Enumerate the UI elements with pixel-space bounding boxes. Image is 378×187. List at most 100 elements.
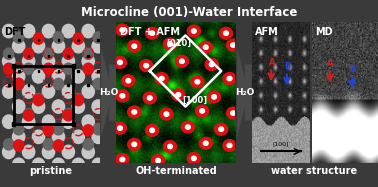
Circle shape xyxy=(72,158,84,171)
Bar xyxy=(12,64,15,68)
Text: AFM: AFM xyxy=(255,27,279,37)
Circle shape xyxy=(199,137,212,149)
Circle shape xyxy=(43,139,54,150)
Circle shape xyxy=(102,115,114,128)
Circle shape xyxy=(52,130,65,143)
Polygon shape xyxy=(237,48,252,137)
Circle shape xyxy=(73,33,84,44)
Bar xyxy=(87,55,89,57)
Polygon shape xyxy=(101,48,116,137)
Circle shape xyxy=(72,39,84,53)
Circle shape xyxy=(53,32,64,43)
Circle shape xyxy=(113,122,127,134)
Circle shape xyxy=(195,105,209,117)
Circle shape xyxy=(176,93,181,97)
Text: water structure: water structure xyxy=(271,166,358,176)
Bar xyxy=(97,70,99,72)
Circle shape xyxy=(62,115,74,128)
Circle shape xyxy=(205,59,218,70)
Circle shape xyxy=(42,55,55,68)
Circle shape xyxy=(43,48,54,59)
Circle shape xyxy=(63,108,74,120)
Circle shape xyxy=(181,121,194,133)
Text: [100]: [100] xyxy=(182,96,207,105)
Circle shape xyxy=(53,124,64,135)
Circle shape xyxy=(62,24,74,38)
Circle shape xyxy=(195,80,200,84)
Bar xyxy=(48,55,50,57)
Circle shape xyxy=(223,73,236,85)
Circle shape xyxy=(73,94,84,106)
Bar xyxy=(77,70,79,72)
Circle shape xyxy=(132,44,137,48)
Circle shape xyxy=(82,24,94,38)
Circle shape xyxy=(73,94,84,105)
Circle shape xyxy=(215,123,228,135)
Bar xyxy=(18,39,20,41)
Circle shape xyxy=(199,41,212,53)
Circle shape xyxy=(118,126,122,130)
Circle shape xyxy=(33,130,45,143)
Bar xyxy=(8,84,9,86)
Circle shape xyxy=(180,59,184,63)
Circle shape xyxy=(33,70,45,83)
Circle shape xyxy=(203,45,208,49)
Circle shape xyxy=(33,94,44,106)
Bar xyxy=(8,55,9,57)
Circle shape xyxy=(42,85,55,98)
Circle shape xyxy=(139,60,153,72)
Circle shape xyxy=(92,39,104,53)
Circle shape xyxy=(22,85,35,98)
Bar xyxy=(57,39,59,41)
Circle shape xyxy=(63,48,74,59)
Circle shape xyxy=(52,158,65,171)
Circle shape xyxy=(42,145,55,159)
Circle shape xyxy=(62,85,74,98)
Circle shape xyxy=(14,78,24,90)
Circle shape xyxy=(122,75,135,87)
Circle shape xyxy=(83,48,93,59)
Circle shape xyxy=(14,124,24,135)
Circle shape xyxy=(167,42,172,46)
Circle shape xyxy=(126,79,131,83)
Circle shape xyxy=(155,73,168,85)
Circle shape xyxy=(163,38,177,50)
Circle shape xyxy=(102,145,114,159)
Bar xyxy=(67,84,69,86)
Circle shape xyxy=(14,78,24,90)
Circle shape xyxy=(102,24,114,38)
Circle shape xyxy=(82,55,94,68)
Circle shape xyxy=(160,108,173,120)
Circle shape xyxy=(143,92,156,104)
Circle shape xyxy=(128,138,141,150)
Circle shape xyxy=(62,55,74,68)
Bar xyxy=(48,84,50,86)
Circle shape xyxy=(83,139,93,150)
Text: A: A xyxy=(269,58,276,67)
Circle shape xyxy=(12,130,25,143)
Circle shape xyxy=(3,139,14,150)
Circle shape xyxy=(63,110,74,121)
Circle shape xyxy=(72,100,84,113)
Text: A: A xyxy=(327,59,333,68)
Circle shape xyxy=(93,124,103,135)
Text: B: B xyxy=(349,65,355,73)
Circle shape xyxy=(209,62,214,67)
Circle shape xyxy=(150,31,155,35)
Bar xyxy=(18,70,20,72)
Circle shape xyxy=(102,55,114,68)
Text: Microcline (001)-Water Interface: Microcline (001)-Water Interface xyxy=(81,6,297,19)
Circle shape xyxy=(187,152,200,164)
Circle shape xyxy=(159,76,164,81)
Circle shape xyxy=(219,127,224,131)
Circle shape xyxy=(191,29,196,33)
Circle shape xyxy=(152,155,165,166)
Text: DFT: DFT xyxy=(4,27,25,37)
Circle shape xyxy=(128,40,141,52)
Bar xyxy=(87,84,89,86)
Circle shape xyxy=(147,96,152,100)
Circle shape xyxy=(116,24,129,36)
Bar xyxy=(28,84,29,86)
Bar xyxy=(67,55,69,57)
Circle shape xyxy=(3,145,15,159)
